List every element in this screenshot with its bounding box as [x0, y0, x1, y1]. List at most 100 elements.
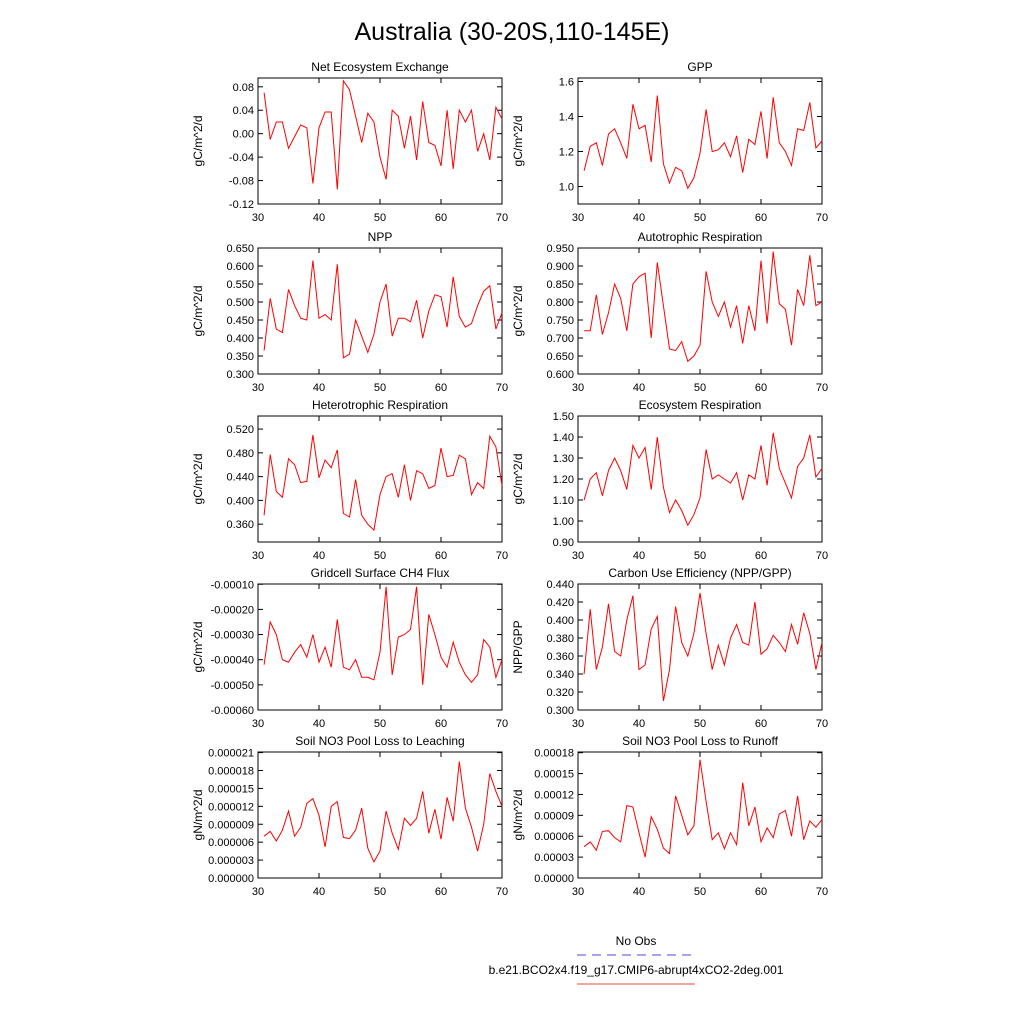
- x-tick-label: 30: [572, 382, 584, 394]
- y-tick-label: 0.00006: [534, 831, 574, 843]
- panel-title: Autotrophic Respiration: [638, 230, 763, 244]
- panel-title: Net Ecosystem Exchange: [311, 60, 449, 74]
- y-tick-label: 0.380: [546, 633, 574, 645]
- x-tick-label: 70: [816, 382, 828, 394]
- y-axis-label: gC/m^2/d: [191, 622, 205, 673]
- y-tick-label: 0.90: [553, 537, 574, 549]
- y-tick-label: 1.00: [553, 516, 574, 528]
- y-tick-label: 0.300: [546, 705, 574, 717]
- x-tick-label: 50: [374, 718, 386, 730]
- y-tick-label: 0.00012: [534, 789, 574, 801]
- x-tick-label: 30: [572, 550, 584, 562]
- x-tick-label: 70: [496, 382, 508, 394]
- panel-title: Heterotrophic Respiration: [312, 398, 448, 412]
- data-line: [583, 95, 823, 190]
- x-tick-label: 40: [633, 550, 645, 562]
- y-tick-label: 0.650: [226, 243, 254, 255]
- y-tick-label: 0.000003: [208, 855, 254, 867]
- y-tick-label: -0.00010: [211, 579, 254, 591]
- legend-label: b.e21.BCO2x4.f19_g17.CMIP6-abrupt4xCO2-2…: [489, 963, 784, 977]
- x-tick-label: 50: [374, 550, 386, 562]
- x-tick-label: 60: [755, 212, 767, 224]
- y-axis-label: gC/m^2/d: [191, 286, 205, 337]
- y-tick-label: 0.00009: [534, 810, 574, 822]
- x-tick-label: 70: [816, 886, 828, 898]
- data-line: [263, 586, 503, 685]
- panel-title: Ecosystem Respiration: [639, 398, 762, 412]
- data-line: [263, 79, 503, 190]
- y-tick-label: 0.800: [546, 297, 574, 309]
- x-tick-label: 50: [694, 718, 706, 730]
- y-tick-label: 0.000015: [208, 783, 254, 795]
- x-tick-label: 30: [252, 550, 264, 562]
- y-tick-label: 0.600: [226, 261, 254, 273]
- y-tick-label: 0.000009: [208, 819, 254, 831]
- data-line: [583, 759, 823, 858]
- x-tick-label: 40: [313, 382, 325, 394]
- y-tick-label: 0.400: [226, 495, 254, 507]
- x-tick-label: 40: [313, 718, 325, 730]
- y-tick-label: 1.4: [559, 112, 574, 124]
- x-tick-label: 30: [572, 718, 584, 730]
- x-tick-label: 70: [496, 886, 508, 898]
- y-tick-label: 0.000018: [208, 766, 254, 778]
- x-tick-label: 50: [374, 886, 386, 898]
- x-tick-label: 50: [694, 886, 706, 898]
- y-axis-label: gC/m^2/d: [511, 286, 525, 337]
- y-tick-label: 0.400: [226, 333, 254, 345]
- y-axis-label: NPP/GPP: [511, 620, 525, 673]
- y-tick-label: 0.08: [233, 82, 254, 94]
- y-axis-label: gC/m^2/d: [511, 454, 525, 505]
- y-tick-label: 0.000021: [208, 748, 254, 760]
- x-tick-label: 30: [252, 886, 264, 898]
- panel-title: NPP: [368, 230, 393, 244]
- y-tick-label: 0.300: [226, 369, 254, 381]
- x-tick-label: 40: [313, 550, 325, 562]
- y-tick-label: 1.10: [553, 495, 574, 507]
- y-tick-label: -0.08: [229, 176, 254, 188]
- y-tick-label: 0.700: [546, 333, 574, 345]
- data-line: [584, 251, 823, 363]
- y-tick-label: -0.00040: [211, 655, 254, 667]
- panel-title: Soil NO3 Pool Loss to Leaching: [295, 734, 464, 748]
- y-tick-label: 1.50: [553, 411, 574, 423]
- y-axis-label: gN/m^2/d: [511, 790, 525, 841]
- y-tick-label: 1.30: [553, 453, 574, 465]
- y-tick-label: 0.00018: [534, 748, 574, 760]
- y-axis-label: gC/m^2/d: [511, 116, 525, 167]
- x-tick-label: 60: [435, 550, 447, 562]
- panel-title: Gridcell Surface CH4 Flux: [311, 566, 450, 580]
- y-tick-label: -0.00060: [211, 705, 254, 717]
- y-tick-label: -0.00020: [211, 604, 254, 616]
- data-line: [263, 260, 503, 359]
- panel-title: GPP: [687, 60, 712, 74]
- y-tick-label: 0.650: [546, 351, 574, 363]
- legend-label: No Obs: [616, 934, 657, 948]
- y-tick-label: 0.520: [226, 424, 254, 436]
- data-line: [583, 432, 823, 527]
- x-tick-label: 40: [633, 718, 645, 730]
- y-tick-label: 0.350: [226, 351, 254, 363]
- x-tick-label: 40: [313, 886, 325, 898]
- panel-title: Soil NO3 Pool Loss to Runoff: [622, 734, 779, 748]
- y-tick-label: -0.00030: [211, 630, 254, 642]
- y-tick-label: 1.40: [553, 432, 574, 444]
- y-tick-label: 0.04: [233, 105, 254, 117]
- y-tick-label: 0.340: [546, 669, 574, 681]
- y-tick-label: -0.04: [229, 152, 254, 164]
- y-tick-label: 0.00000: [534, 873, 574, 885]
- x-tick-label: 50: [694, 382, 706, 394]
- y-tick-label: 0.450: [226, 315, 254, 327]
- y-tick-label: 0.750: [546, 315, 574, 327]
- y-tick-label: 1.20: [553, 474, 574, 486]
- x-tick-label: 60: [755, 550, 767, 562]
- y-tick-label: 0.950: [546, 243, 574, 255]
- x-tick-label: 60: [435, 718, 447, 730]
- y-tick-label: 0.500: [226, 297, 254, 309]
- x-tick-label: 40: [633, 886, 645, 898]
- y-tick-label: -0.00050: [211, 680, 254, 692]
- y-axis-label: gN/m^2/d: [191, 790, 205, 841]
- x-tick-label: 30: [572, 212, 584, 224]
